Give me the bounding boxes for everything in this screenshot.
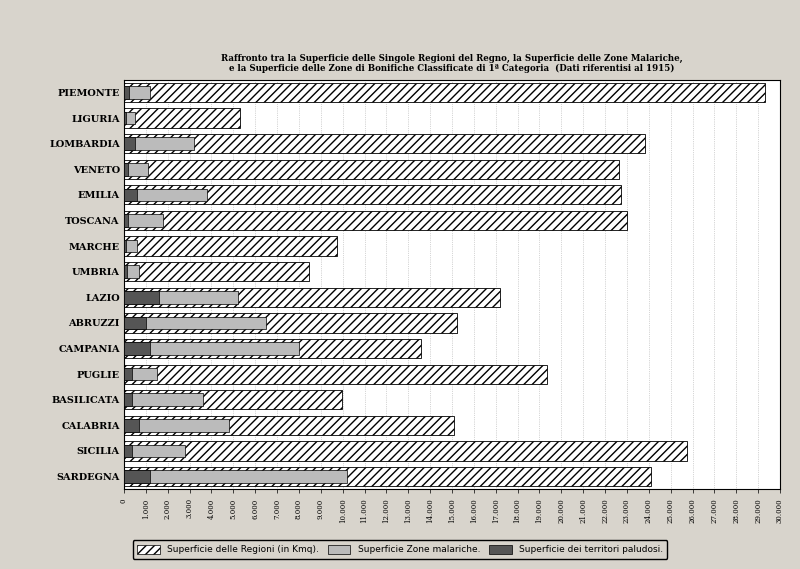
Bar [124, 160, 619, 179]
Bar [124, 86, 130, 98]
Bar [124, 185, 621, 204]
Bar [124, 365, 547, 384]
Bar [124, 288, 500, 307]
Bar [124, 109, 240, 127]
Bar [124, 419, 139, 431]
Bar [124, 266, 139, 278]
Bar [124, 215, 163, 226]
Bar [124, 445, 186, 457]
Bar [124, 368, 132, 380]
Bar [124, 416, 454, 435]
Bar [124, 419, 229, 431]
Bar [124, 343, 299, 354]
Bar [124, 138, 194, 150]
Bar [124, 240, 137, 252]
Bar [124, 339, 422, 358]
Bar [124, 112, 135, 124]
Bar [124, 240, 126, 252]
Bar [124, 390, 342, 409]
Bar [124, 163, 148, 175]
Bar [124, 442, 687, 460]
Bar [124, 445, 132, 457]
Bar [124, 237, 337, 255]
Bar [124, 467, 650, 486]
Bar [124, 394, 132, 406]
Bar [124, 368, 157, 380]
Legend: Superficie delle Regioni (in Kmq)., Superficie Zone malariche., Superficie dei t: Superficie delle Regioni (in Kmq)., Supe… [133, 540, 667, 559]
Bar [124, 291, 159, 303]
Bar [124, 83, 765, 102]
Bar [124, 211, 626, 230]
Bar [124, 394, 202, 406]
Title: Raffronto tra la Superficie delle Singole Regioni del Regno, la Superficie delle: Raffronto tra la Superficie delle Singol… [221, 53, 683, 73]
Bar [124, 189, 137, 201]
Bar [124, 314, 457, 332]
Bar [124, 262, 309, 281]
Bar [124, 317, 266, 329]
Bar [124, 471, 150, 483]
Bar [124, 189, 207, 201]
Bar [124, 266, 126, 278]
Bar [124, 86, 150, 98]
Bar [124, 471, 347, 483]
Bar [124, 291, 238, 303]
Bar [124, 343, 150, 354]
Bar [124, 112, 126, 124]
Bar [124, 163, 128, 175]
Bar [124, 134, 645, 153]
Bar [124, 138, 135, 150]
Bar [124, 215, 128, 226]
Bar [124, 317, 146, 329]
